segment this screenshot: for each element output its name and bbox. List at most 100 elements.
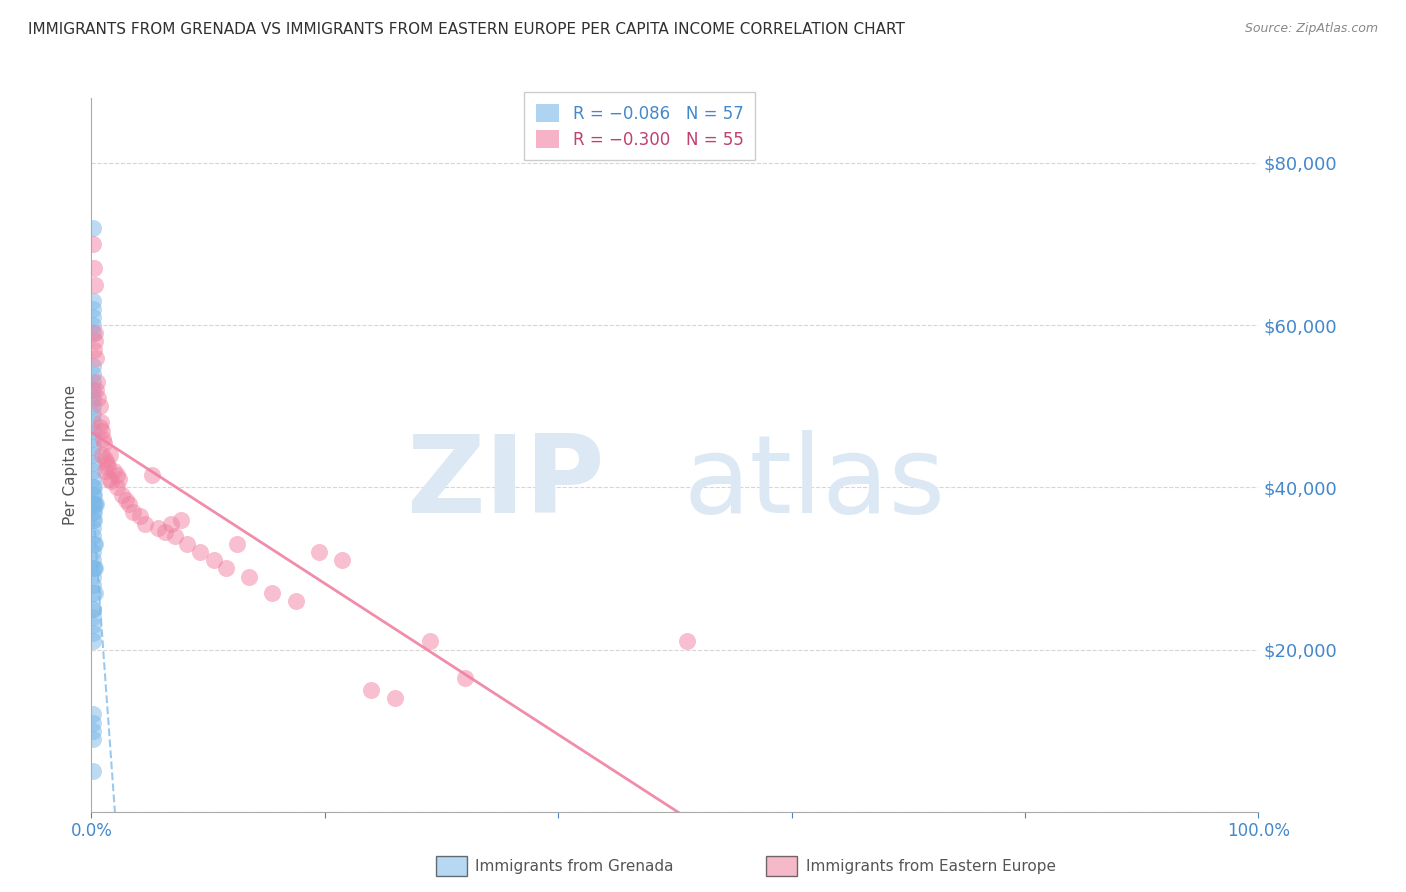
Point <box>82 764 104 779</box>
Point <box>83 561 105 575</box>
Point <box>122 505 145 519</box>
Point <box>82 448 104 462</box>
Point <box>419 634 441 648</box>
Point <box>83 537 105 551</box>
Point <box>82 440 104 454</box>
Point <box>82 326 104 341</box>
Point <box>82 577 104 591</box>
Point <box>108 472 131 486</box>
Point <box>330 553 353 567</box>
Point <box>82 456 104 470</box>
Point <box>82 626 104 640</box>
Point <box>94 452 117 467</box>
Point <box>226 537 249 551</box>
Point <box>82 618 104 632</box>
Point <box>83 513 105 527</box>
Point <box>83 537 105 551</box>
Point <box>115 492 138 507</box>
Point <box>214 561 236 575</box>
Point <box>82 416 104 430</box>
Point <box>100 474 122 488</box>
Point <box>82 634 104 648</box>
Point <box>82 310 104 324</box>
Point <box>94 464 117 478</box>
Point <box>82 569 104 583</box>
Point <box>82 293 104 308</box>
Point <box>83 561 105 575</box>
Point <box>105 480 128 494</box>
Point <box>153 524 176 539</box>
Y-axis label: Per Capita Income: Per Capita Income <box>63 384 79 525</box>
Point <box>83 480 105 494</box>
Point <box>454 671 477 685</box>
Point <box>82 529 104 543</box>
Point <box>90 448 112 462</box>
Point <box>202 553 225 567</box>
Point <box>82 359 104 373</box>
Point <box>675 634 697 648</box>
Point <box>83 505 105 519</box>
Point <box>98 448 121 462</box>
Point <box>384 691 406 706</box>
Point <box>90 424 112 438</box>
Point <box>82 383 104 397</box>
Point <box>188 545 211 559</box>
Point <box>83 277 105 292</box>
Point <box>82 399 104 413</box>
Point <box>82 521 104 535</box>
Point <box>82 237 104 252</box>
Point <box>83 497 105 511</box>
Point <box>90 416 112 430</box>
Point <box>86 375 108 389</box>
Point <box>82 301 104 316</box>
Point <box>82 367 104 381</box>
Point <box>141 468 163 483</box>
Point <box>83 488 105 502</box>
Point <box>82 408 104 422</box>
Point <box>103 464 125 478</box>
Point <box>111 488 134 502</box>
Point <box>91 432 114 446</box>
Point <box>176 537 198 551</box>
Point <box>82 505 104 519</box>
Point <box>360 683 382 698</box>
Point <box>170 513 193 527</box>
Point <box>82 731 104 746</box>
Text: Immigrants from Eastern Europe: Immigrants from Eastern Europe <box>806 859 1056 873</box>
Text: atlas: atlas <box>683 431 946 536</box>
Point <box>97 460 120 475</box>
Point <box>82 545 104 559</box>
Point <box>82 610 104 624</box>
Point <box>146 521 169 535</box>
Point <box>82 424 104 438</box>
Point <box>83 343 105 357</box>
Point <box>97 472 120 486</box>
Point <box>84 497 107 511</box>
Point <box>284 594 307 608</box>
Point <box>82 375 104 389</box>
Point <box>83 586 105 600</box>
Point <box>129 508 152 523</box>
Point <box>82 391 104 405</box>
Point <box>83 261 105 276</box>
Point <box>82 488 104 502</box>
Point <box>82 602 104 616</box>
Point <box>82 553 104 567</box>
Point <box>134 516 156 531</box>
Point <box>82 561 104 575</box>
Point <box>82 602 104 616</box>
Point <box>82 707 104 722</box>
Point <box>82 472 104 486</box>
Text: Source: ZipAtlas.com: Source: ZipAtlas.com <box>1244 22 1378 36</box>
Point <box>82 723 104 738</box>
Point <box>82 497 104 511</box>
Point <box>262 586 284 600</box>
Point <box>96 456 118 470</box>
Point <box>82 318 104 333</box>
Point <box>82 480 104 494</box>
Point <box>82 513 104 527</box>
Point <box>82 586 104 600</box>
Point <box>82 715 104 730</box>
Text: ZIP: ZIP <box>406 431 605 536</box>
Point <box>82 464 104 478</box>
